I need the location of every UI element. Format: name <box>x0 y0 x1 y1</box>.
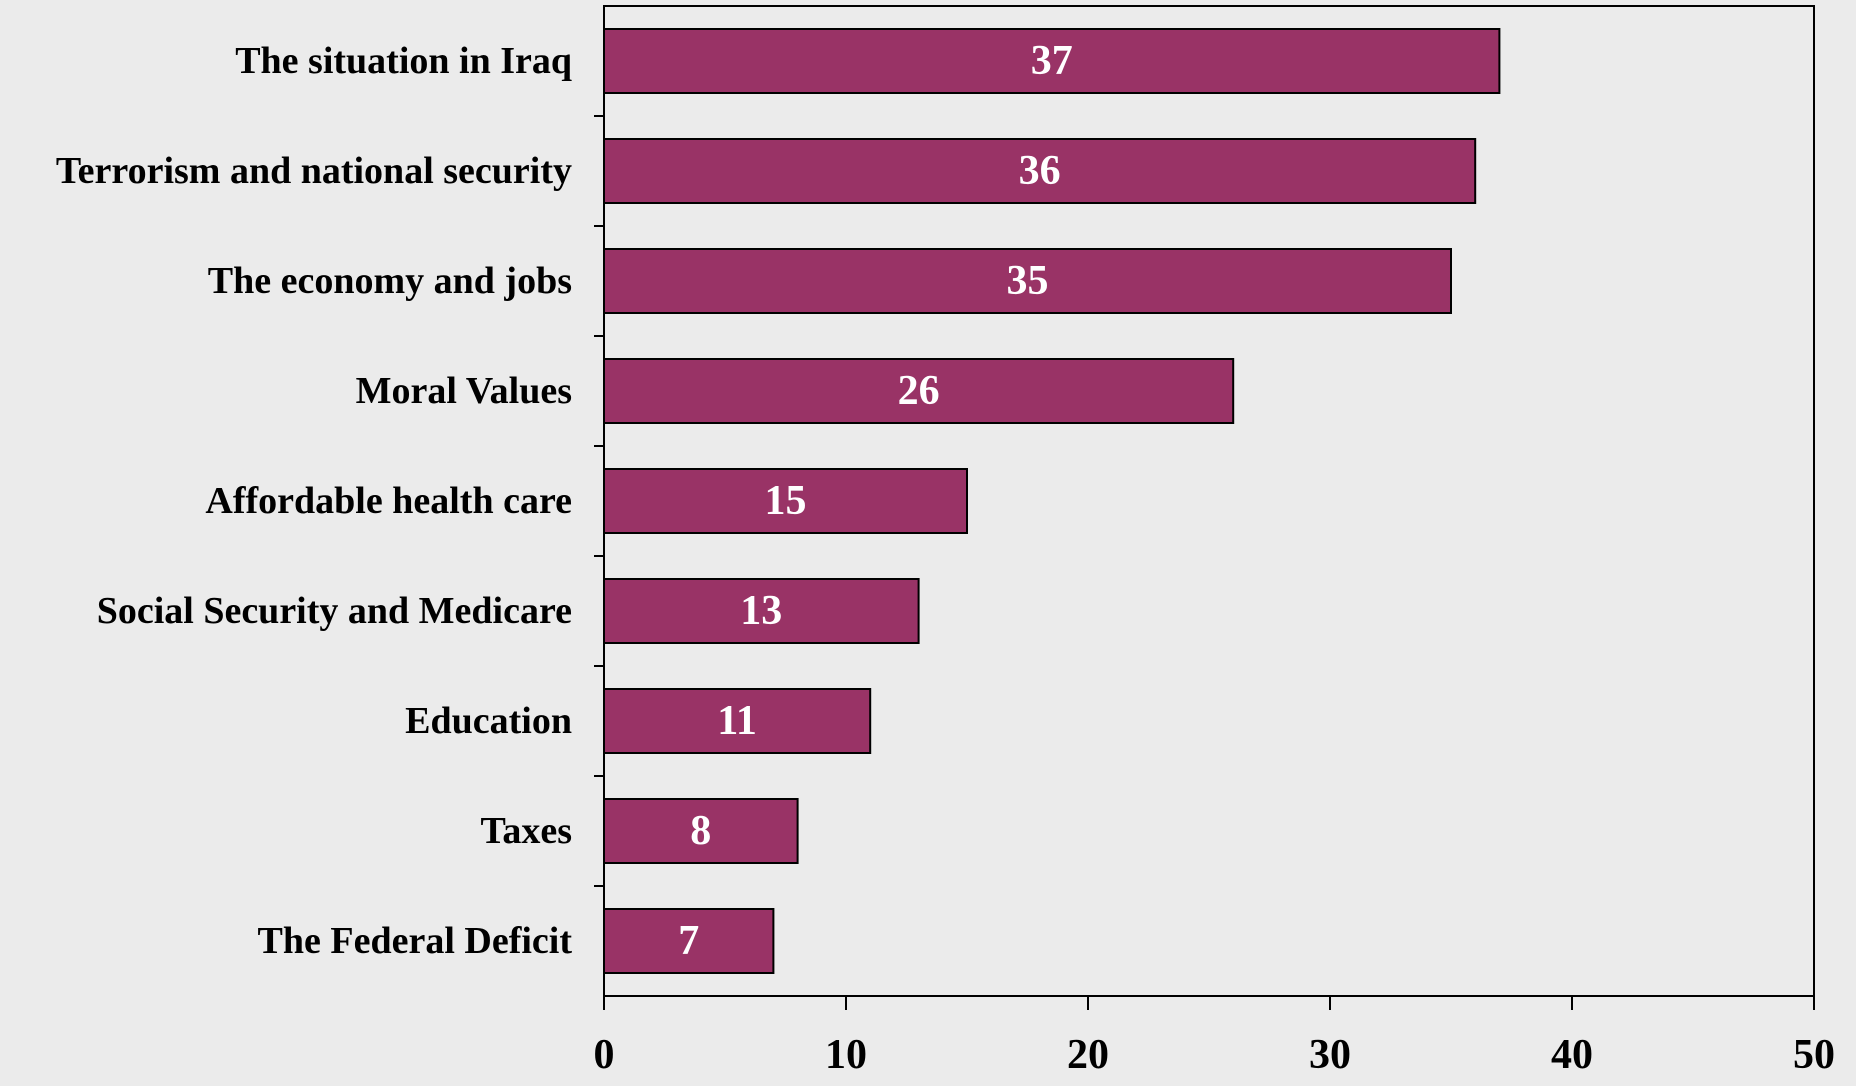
bar <box>603 468 968 534</box>
category-label: Education <box>405 700 572 742</box>
data-label: 36 <box>1019 148 1061 194</box>
bar <box>603 578 920 644</box>
data-label: 11 <box>717 698 757 744</box>
bar <box>603 908 775 974</box>
bar <box>603 28 1501 94</box>
x-axis: 0 10 20 30 40 50 <box>594 996 1835 1078</box>
category-label: The Federal Deficit <box>258 920 573 962</box>
category-label: Taxes <box>480 810 572 852</box>
category-labels: The situation in Iraq Terrorism and natio… <box>56 40 573 962</box>
bar <box>603 138 1477 204</box>
category-label: The situation in Iraq <box>235 40 572 82</box>
data-label: 35 <box>1007 258 1049 304</box>
data-label: 37 <box>1031 38 1073 84</box>
bar <box>603 358 1235 424</box>
data-label: 26 <box>898 368 940 414</box>
category-label: Terrorism and national security <box>56 150 572 192</box>
bar <box>603 688 872 754</box>
data-label: 13 <box>740 588 782 634</box>
x-tick-label: 40 <box>1551 1032 1593 1078</box>
data-label: 15 <box>765 478 807 524</box>
data-label: 7 <box>678 918 699 964</box>
x-tick-label: 50 <box>1793 1032 1835 1078</box>
category-label: The economy and jobs <box>208 260 572 302</box>
category-label: Moral Values <box>356 370 572 412</box>
category-label: Social Security and Medicare <box>97 590 572 632</box>
x-tick-label: 10 <box>825 1032 867 1078</box>
data-label: 8 <box>690 808 711 854</box>
x-tick-label: 20 <box>1067 1032 1109 1078</box>
data-labels: 37 36 35 26 15 13 11 8 7 <box>678 38 1072 964</box>
x-tick-label: 30 <box>1309 1032 1351 1078</box>
category-label: Affordable health care <box>205 480 572 522</box>
bars <box>603 28 1501 974</box>
bar <box>603 248 1452 314</box>
x-tick-label: 0 <box>594 1032 615 1078</box>
bar <box>603 798 799 864</box>
